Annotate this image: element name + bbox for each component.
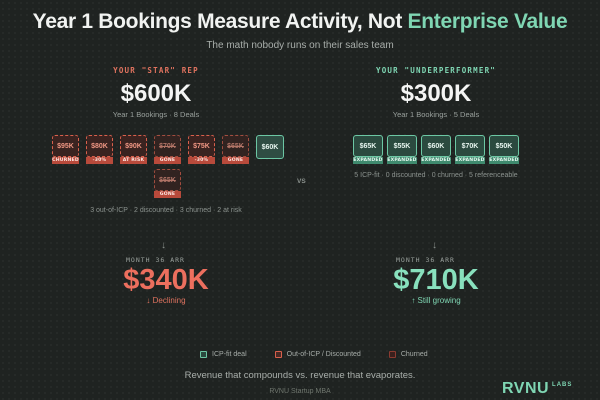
deal-value: $55K xyxy=(393,142,411,150)
deal-tag: EXPANDED xyxy=(353,157,383,164)
deal-value: $60K xyxy=(261,143,279,151)
rvnu-logo: RVNU LABS xyxy=(502,380,572,398)
deal-card: $65K EXPANDED xyxy=(353,135,383,164)
star-rep-arr: $340K xyxy=(123,264,209,296)
page-subtitle: The math nobody runs on their sales team xyxy=(206,40,394,51)
deal-card: $95K CHURNED xyxy=(52,135,79,164)
underperformer-month-label: MONTH 36 ARR xyxy=(396,256,455,264)
star-rep-trend: ↓ Declining xyxy=(146,296,186,305)
deal-value: $65K xyxy=(159,176,176,184)
legend-item: Churned xyxy=(388,351,428,358)
legend-label: ICP-fit deal xyxy=(212,351,247,358)
deal-card: $90K AT RISK xyxy=(120,135,147,164)
tagline: Revenue that compounds vs. revenue that … xyxy=(184,370,416,381)
underperformer-trend: ↑ Still growing xyxy=(411,296,461,305)
deal-tag: EXPANDED xyxy=(421,157,451,164)
deal-card: $65K GONE xyxy=(222,135,249,164)
star-rep-eyebrow: YOUR "STAR" REP xyxy=(113,66,199,75)
underperformer-eyebrow: YOUR "UNDERPERFORMER" xyxy=(375,66,497,75)
legend-swatch-out-of-icp xyxy=(274,351,282,358)
deal-tag: -30% xyxy=(86,157,113,164)
deal-tag: EXPANDED xyxy=(455,157,485,164)
deal-card: $80K -30% xyxy=(86,135,113,164)
star-rep-summary: Year 1 Bookings · 8 Deals xyxy=(112,110,200,119)
deal-tag: GONE xyxy=(154,191,181,198)
title-prefix: Year 1 Bookings Measure Activity, Not xyxy=(32,10,408,33)
deal-value: $90K xyxy=(125,142,142,150)
deal-card: $65K GONE xyxy=(154,169,181,198)
deal-value: $80K xyxy=(91,142,108,150)
deal-value: $60K xyxy=(427,142,445,150)
deal-tag: AT RISK xyxy=(120,157,147,164)
footer-credit: RVNU Startup MBA xyxy=(269,388,331,395)
down-arrow-icon: ↓ xyxy=(432,240,437,251)
deal-value: $50K xyxy=(495,142,513,150)
star-rep-header: YOUR "STAR" REP $600K Year 1 Bookings · … xyxy=(16,66,296,119)
deal-card: $70K GONE xyxy=(154,135,181,164)
star-rep-note: 3 out-of-ICP · 2 discounted · 3 churned … xyxy=(90,207,242,214)
star-rep-month-label: MONTH 36 ARR xyxy=(126,256,185,264)
deal-value: $75K xyxy=(193,142,210,150)
deal-value: $65K xyxy=(227,142,244,150)
deal-tag: -30% xyxy=(188,157,215,164)
underperformer-arr: $710K xyxy=(393,264,479,296)
legend-swatch-churned xyxy=(388,351,396,358)
underperformer-summary: Year 1 Bookings · 5 Deals xyxy=(392,110,480,119)
deal-tag: EXPANDED xyxy=(489,157,519,164)
underperformer-note: 5 ICP-fit · 0 discounted · 0 churned · 5… xyxy=(354,172,518,179)
legend-label: Out-of-ICP / Discounted xyxy=(286,351,361,358)
logo-sub: LABS xyxy=(552,382,573,388)
deal-value: $95K xyxy=(57,142,74,150)
logo-text: RVNU xyxy=(502,380,550,397)
deal-value: $65K xyxy=(359,142,377,150)
deal-card: $55K EXPANDED xyxy=(387,135,417,164)
title-highlight: Enterprise Value xyxy=(407,10,568,33)
deal-card: $70K EXPANDED xyxy=(455,135,485,164)
deal-value: $70K xyxy=(461,142,479,150)
underperformer-deals-row: $65K EXPANDED $55K EXPANDED $60K EXPANDE… xyxy=(353,135,519,164)
deal-value: $70K xyxy=(159,142,176,150)
star-rep-deals-row-1: $95K CHURNED $80K -30% $90K AT RISK $70K… xyxy=(52,135,284,164)
page-title: Year 1 Bookings Measure Activity, Not En… xyxy=(0,10,600,34)
down-arrow-icon: ↓ xyxy=(161,240,166,251)
deal-card: $60K xyxy=(256,135,284,161)
deal-tag: GONE xyxy=(154,157,181,164)
legend-label: Churned xyxy=(400,351,428,358)
vs-label: VS xyxy=(297,178,306,185)
deal-tag: GONE xyxy=(222,157,249,164)
underperformer-bookings: $300K xyxy=(400,80,472,107)
star-rep-bookings: $600K xyxy=(120,80,192,107)
deal-card: $50K EXPANDED xyxy=(489,135,519,164)
deal-tag: EXPANDED xyxy=(387,157,417,164)
legend-swatch-icp xyxy=(200,351,207,358)
deal-card: $75K -30% xyxy=(188,135,215,164)
deal-tag: CHURNED xyxy=(52,157,79,164)
star-rep-deals-row-2: $65K GONE xyxy=(154,169,181,198)
legend-item: ICP-fit deal xyxy=(200,351,247,358)
deal-card: $60K EXPANDED xyxy=(421,135,451,164)
legend: ICP-fit deal Out-of-ICP / Discounted Chu… xyxy=(200,351,428,358)
legend-item: Out-of-ICP / Discounted xyxy=(274,351,361,358)
underperformer-header: YOUR "UNDERPERFORMER" $300K Year 1 Booki… xyxy=(296,66,576,119)
